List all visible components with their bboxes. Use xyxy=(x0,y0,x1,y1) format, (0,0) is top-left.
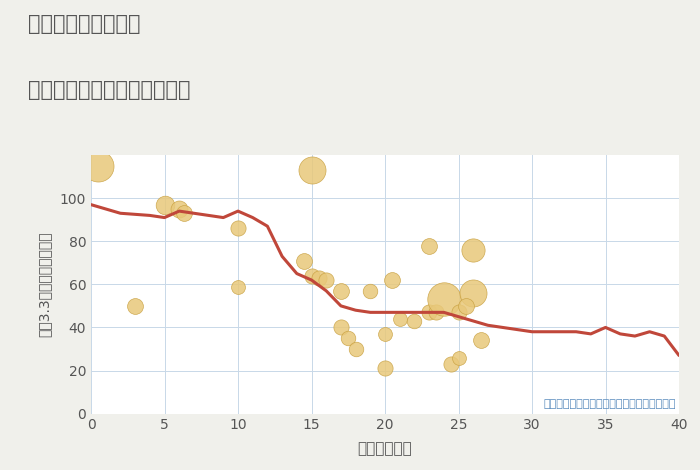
Point xyxy=(461,302,472,310)
Point xyxy=(335,287,346,295)
Point xyxy=(424,309,435,316)
Point xyxy=(475,337,486,344)
Point xyxy=(424,242,435,249)
Point xyxy=(453,309,464,316)
Point xyxy=(350,345,361,352)
Point xyxy=(468,246,479,254)
Point xyxy=(178,210,189,217)
Point xyxy=(130,302,141,310)
Point xyxy=(365,287,376,295)
Point xyxy=(446,360,457,368)
Point xyxy=(92,162,104,170)
Point xyxy=(298,257,309,265)
Point xyxy=(306,166,317,174)
Point xyxy=(335,324,346,331)
Point xyxy=(321,276,332,284)
Point xyxy=(453,354,464,361)
Point xyxy=(232,283,244,290)
Point xyxy=(386,276,398,284)
Text: 奈良県橿原市田中町: 奈良県橿原市田中町 xyxy=(28,14,141,34)
Point xyxy=(438,296,449,303)
Y-axis label: 坪（3.3㎡）単価（万円）: 坪（3.3㎡）単価（万円） xyxy=(37,232,51,337)
Point xyxy=(174,205,185,213)
Text: 円の大きさは、取引のあった物件面積を示す: 円の大きさは、取引のあった物件面積を示す xyxy=(544,400,676,409)
Point xyxy=(306,272,317,280)
Point xyxy=(468,289,479,297)
Point xyxy=(431,309,442,316)
Point xyxy=(394,315,405,322)
Point xyxy=(379,365,391,372)
Point xyxy=(159,201,170,208)
Text: 築年数別中古マンション価格: 築年数別中古マンション価格 xyxy=(28,80,190,100)
Point xyxy=(409,317,420,325)
X-axis label: 築年数（年）: 築年数（年） xyxy=(358,441,412,456)
Point xyxy=(314,274,325,282)
Point xyxy=(379,330,391,337)
Point xyxy=(343,335,354,342)
Point xyxy=(232,225,244,232)
